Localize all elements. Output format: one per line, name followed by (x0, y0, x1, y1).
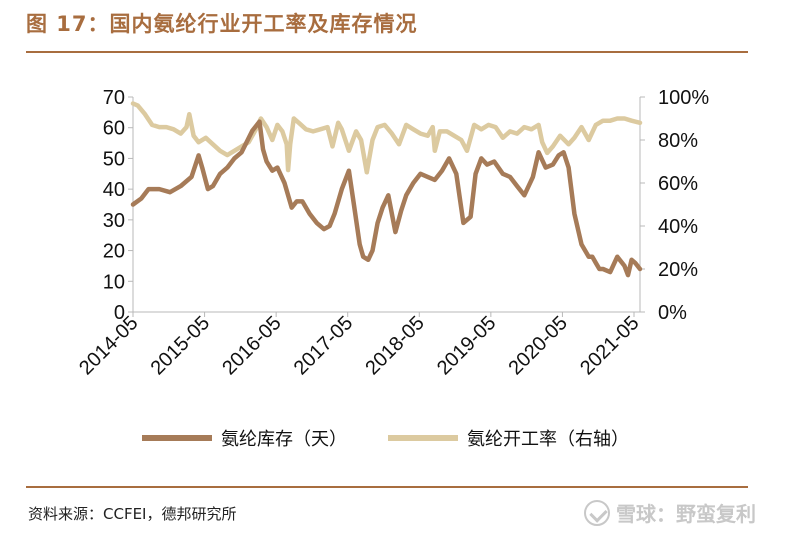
y-right-tick-label: 80% (658, 130, 698, 152)
y-left-tick-label: 0 (114, 302, 125, 324)
y-left-tick-label: 30 (103, 210, 125, 232)
y-right-tick-label: 40% (658, 216, 698, 238)
utilization-series-line (130, 101, 643, 175)
y-left-tick-label: 10 (103, 271, 125, 293)
footer-divider (26, 486, 748, 488)
y-right-tick-label: 0% (658, 302, 687, 324)
series-layer (130, 101, 643, 278)
inventory-series-line (130, 119, 643, 278)
watermark: 雪球：野蛮复利 (584, 498, 756, 527)
legend-label-inventory: 氨纶库存（天） (221, 429, 347, 449)
y-right-tick-label: 60% (658, 173, 698, 195)
x-tick-label: 2018-05 (361, 312, 428, 379)
x-tick-label: 2019-05 (433, 312, 500, 379)
y-left-tick-label: 60 (103, 118, 125, 140)
x-tick-label: 2016-05 (218, 312, 285, 379)
y-left-tick-label: 20 (103, 241, 125, 263)
x-tick-label: 2015-05 (147, 312, 214, 379)
x-tick-label: 2020-05 (504, 312, 571, 379)
title-divider (26, 51, 748, 53)
legend-label-utilization: 氨纶开工率（右轴） (467, 429, 629, 449)
legend: 氨纶库存（天） 氨纶开工率（右轴） (142, 429, 629, 449)
figure-title: 图 17：国内氨纶行业开工率及库存情况 (26, 12, 418, 36)
watermark-text: 雪球：野蛮复利 (616, 502, 756, 526)
source-note: 资料来源：CCFEI，德邦研究所 (28, 505, 237, 523)
y-left-tick-label: 50 (103, 148, 125, 170)
y-right-tick-label: 20% (658, 259, 698, 281)
x-tick-label: 2014-05 (75, 312, 142, 379)
y-left-tick-label: 70 (103, 87, 125, 109)
y-right-tick-label: 100% (658, 87, 709, 109)
snowball-logo-icon (584, 499, 610, 526)
line-chart: 0 10 20 30 40 50 60 70 0% 20% 40% 60% 80% 100% 2014-05… (75, 87, 709, 449)
x-tick-label: 2021-05 (576, 312, 643, 379)
x-tick-label: 2017-05 (290, 312, 357, 379)
y-left-tick-label: 40 (103, 179, 125, 201)
